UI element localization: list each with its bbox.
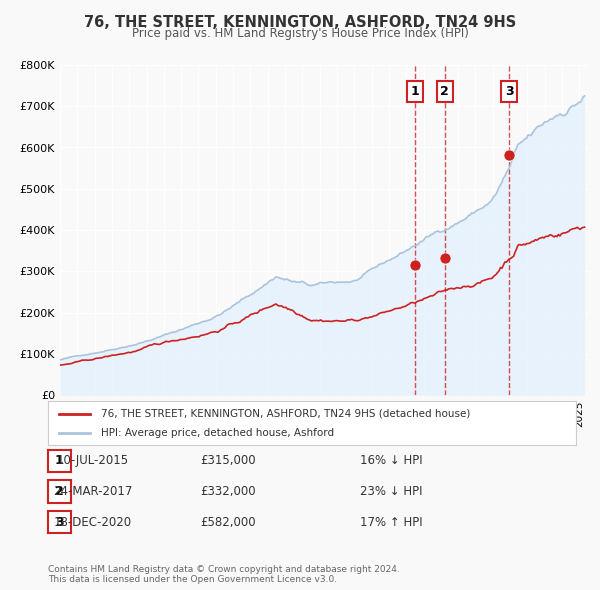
Text: 10-JUL-2015: 10-JUL-2015 bbox=[57, 454, 129, 467]
Text: 3: 3 bbox=[505, 85, 514, 98]
Text: 2: 2 bbox=[55, 485, 64, 498]
Text: £315,000: £315,000 bbox=[200, 454, 256, 467]
Text: 76, THE STREET, KENNINGTON, ASHFORD, TN24 9HS: 76, THE STREET, KENNINGTON, ASHFORD, TN2… bbox=[84, 15, 516, 30]
Text: 24-MAR-2017: 24-MAR-2017 bbox=[53, 485, 133, 498]
Text: 3: 3 bbox=[55, 516, 64, 529]
Text: 17% ↑ HPI: 17% ↑ HPI bbox=[360, 516, 422, 529]
Text: 18-DEC-2020: 18-DEC-2020 bbox=[54, 516, 132, 529]
Text: 23% ↓ HPI: 23% ↓ HPI bbox=[360, 485, 422, 498]
Text: 1: 1 bbox=[55, 454, 64, 467]
Text: Price paid vs. HM Land Registry's House Price Index (HPI): Price paid vs. HM Land Registry's House … bbox=[131, 27, 469, 40]
Text: £332,000: £332,000 bbox=[200, 485, 256, 498]
Text: Contains HM Land Registry data © Crown copyright and database right 2024.
This d: Contains HM Land Registry data © Crown c… bbox=[48, 565, 400, 584]
Text: 2: 2 bbox=[440, 85, 449, 98]
Text: 1: 1 bbox=[411, 85, 419, 98]
Text: £582,000: £582,000 bbox=[200, 516, 256, 529]
Text: 16% ↓ HPI: 16% ↓ HPI bbox=[360, 454, 422, 467]
Text: HPI: Average price, detached house, Ashford: HPI: Average price, detached house, Ashf… bbox=[101, 428, 334, 438]
Text: 76, THE STREET, KENNINGTON, ASHFORD, TN24 9HS (detached house): 76, THE STREET, KENNINGTON, ASHFORD, TN2… bbox=[101, 409, 470, 418]
